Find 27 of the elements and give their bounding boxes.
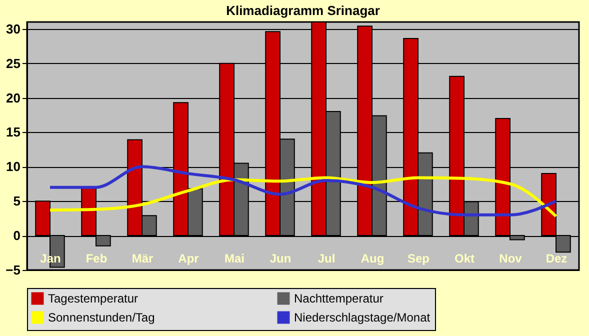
y-tick-label: 15 — [6, 124, 20, 140]
y-tick-label: 0 — [13, 228, 20, 244]
line-series — [48, 165, 558, 216]
x-tick-label: Jan — [40, 252, 61, 266]
x-tick-label: Okt — [454, 252, 475, 266]
y-tick-label: −5 — [6, 262, 20, 278]
x-tick-label: Feb — [86, 252, 108, 266]
chart-title: Klimadiagramm Srinagar — [226, 3, 380, 18]
y-tick-label: 20 — [6, 90, 20, 106]
x-tick-label: Jun — [270, 252, 292, 266]
x-tick-label: Jul — [318, 252, 336, 266]
x-tick-label: Apr — [178, 252, 200, 266]
legend-label: Tagestemperatur — [48, 292, 138, 306]
legend-label: Nachttemperatur — [294, 292, 384, 306]
legend-label: Niederschlagstage/Monat — [294, 310, 431, 324]
x-tick-label: Mär — [132, 252, 154, 266]
y-tick-label: 25 — [6, 56, 20, 71]
line-series — [48, 176, 558, 218]
x-tick-label: Sep — [407, 252, 430, 266]
x-tick-label: Aug — [360, 252, 384, 266]
x-tick-label: Dez — [546, 252, 568, 266]
y-tick-label: 5 — [13, 194, 20, 209]
x-tick-label: Mai — [224, 252, 245, 266]
y-tick-label: 10 — [6, 159, 20, 174]
x-tick-label: Nov — [499, 252, 522, 266]
legend-label: Sonnenstunden/Tag — [48, 310, 155, 324]
y-tick-label: 30 — [6, 21, 20, 36]
